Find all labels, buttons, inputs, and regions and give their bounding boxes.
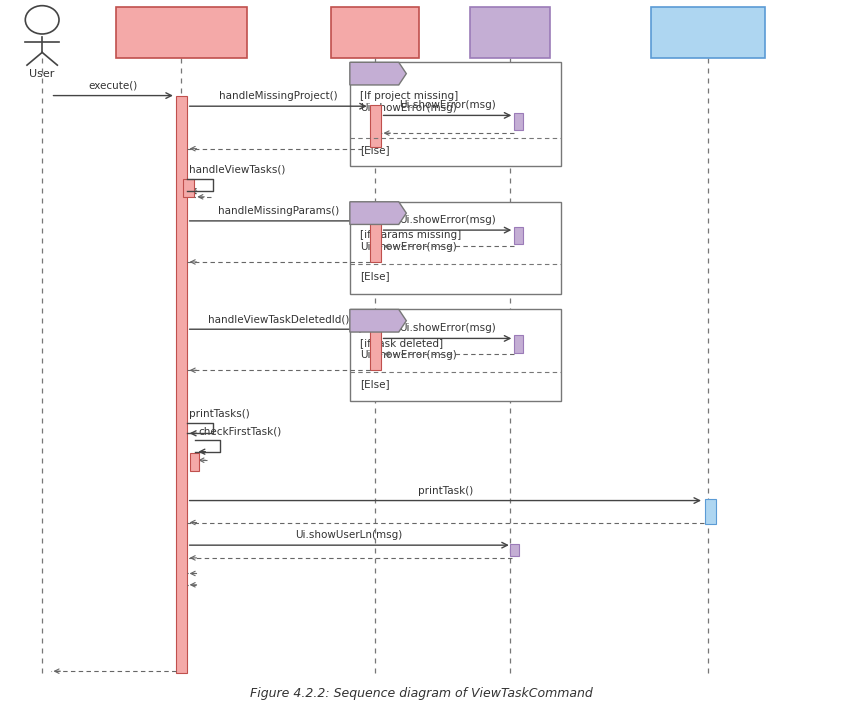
Polygon shape: [350, 62, 406, 85]
Text: User: User: [30, 69, 55, 79]
Text: [if task deleted]: [if task deleted]: [360, 338, 443, 348]
Text: [Else]: [Else]: [360, 145, 389, 155]
Bar: [509, 544, 519, 556]
Bar: [370, 105, 381, 147]
Bar: [330, 7, 420, 58]
Text: :TaskCommand: :TaskCommand: [333, 28, 417, 38]
Text: Ui.showError(msg): Ui.showError(msg): [360, 242, 457, 252]
Bar: [514, 113, 523, 130]
Text: Figure 4.2.2: Sequence diagram of ViewTaskCommand: Figure 4.2.2: Sequence diagram of ViewTa…: [250, 687, 593, 700]
Text: [if params missing]: [if params missing]: [360, 230, 461, 240]
Text: alt: alt: [367, 316, 382, 326]
Bar: [350, 309, 561, 401]
Text: printTask(): printTask(): [417, 486, 473, 496]
Bar: [705, 499, 717, 524]
Bar: [652, 7, 765, 58]
Text: Ui.showError(msg): Ui.showError(msg): [360, 103, 457, 113]
Text: :TaskManager: :TaskManager: [669, 28, 747, 38]
Text: checkFirstTask(): checkFirstTask(): [198, 426, 282, 436]
Bar: [514, 227, 523, 244]
Bar: [514, 335, 523, 353]
Text: printTasks(): printTasks(): [189, 409, 250, 419]
Bar: [370, 219, 381, 262]
Text: handleViewTaskDeletedId(): handleViewTaskDeletedId(): [207, 314, 349, 324]
Bar: [350, 202, 561, 294]
Polygon shape: [350, 309, 406, 332]
Bar: [116, 7, 246, 58]
Text: handleMissingParams(): handleMissingParams(): [217, 206, 339, 216]
Text: [Else]: [Else]: [360, 271, 389, 281]
Text: execute(): execute(): [89, 81, 137, 91]
Text: [Else]: [Else]: [360, 379, 389, 389]
Text: handleMissingProject(): handleMissingProject(): [219, 91, 337, 101]
Bar: [470, 7, 550, 58]
Text: alt: alt: [367, 69, 382, 79]
Text: Ui.showUserLn(msg): Ui.showUserLn(msg): [296, 530, 403, 540]
Text: Ui.showError(msg): Ui.showError(msg): [399, 215, 496, 225]
Text: Ui.showError(msg): Ui.showError(msg): [399, 324, 496, 333]
Text: alt: alt: [367, 208, 382, 218]
Text: :ViewTaskCommand: :ViewTaskCommand: [126, 28, 237, 38]
Polygon shape: [350, 202, 406, 224]
Bar: [176, 96, 187, 673]
Text: [If project missing]: [If project missing]: [360, 91, 459, 101]
Text: handleViewTasks(): handleViewTasks(): [189, 165, 286, 175]
Bar: [370, 328, 381, 370]
Text: :Ui: :Ui: [502, 28, 518, 38]
Text: Ui.showError(msg): Ui.showError(msg): [360, 350, 457, 360]
Bar: [350, 62, 561, 166]
Bar: [184, 179, 195, 197]
Bar: [190, 453, 199, 471]
Text: Ui.showError(msg): Ui.showError(msg): [399, 101, 496, 110]
